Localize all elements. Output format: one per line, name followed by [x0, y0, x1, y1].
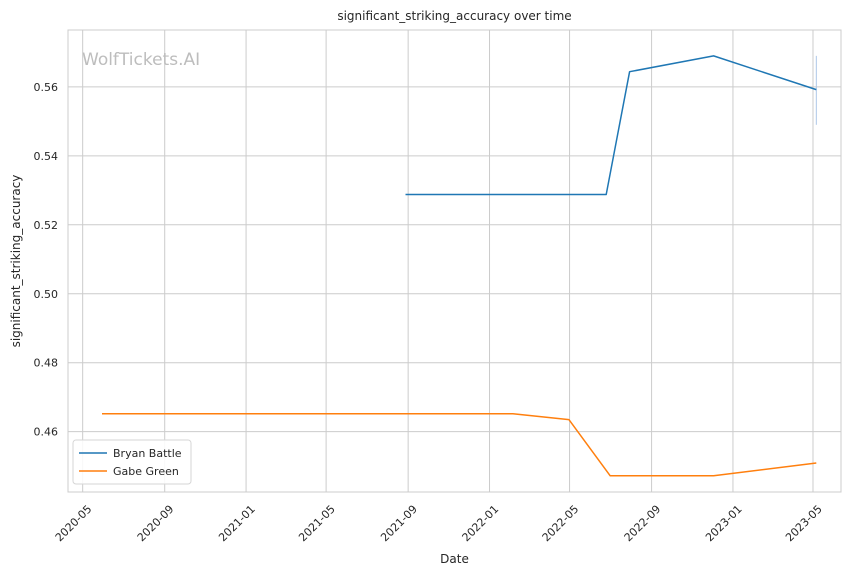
- legend-label-gabe-green: Gabe Green: [113, 465, 179, 478]
- y-tick-label: 0.48: [34, 357, 59, 370]
- legend: Bryan Battle Gabe Green: [72, 439, 192, 485]
- plot-frame: [67, 29, 842, 493]
- x-tick-label: 2022-01: [460, 503, 502, 545]
- x-tick-label: 2023-05: [783, 503, 825, 545]
- y-tick-label: 0.52: [34, 219, 59, 232]
- x-tick-label: 2021-01: [216, 503, 258, 545]
- grid-lines: [68, 30, 841, 492]
- y-tick-label: 0.50: [34, 288, 59, 301]
- x-tick-label: 2020-09: [135, 503, 177, 545]
- y-tick-labels: 0.46 0.48 0.50 0.52 0.54 0.56: [34, 81, 59, 439]
- y-axis-title: significant_striking_accuracy: [9, 175, 23, 348]
- y-tick-label: 0.54: [34, 150, 59, 163]
- y-tick-label: 0.56: [34, 81, 59, 94]
- x-tick-label: 2020-05: [53, 503, 95, 545]
- series-line-bryan-battle: [405, 55, 817, 196]
- x-tick-label: 2022-05: [540, 503, 582, 545]
- series-line-gabe-green: [102, 412, 817, 477]
- watermark: WolfTickets.AI: [82, 50, 200, 70]
- series-lines: [102, 55, 817, 477]
- x-tick-label: 2022-09: [622, 503, 664, 545]
- x-tick-label: 2021-05: [296, 503, 338, 545]
- y-tick-label: 0.46: [34, 426, 59, 439]
- x-tick-labels: 2020-05 2020-09 2021-01 2021-05 2021-09 2022-…: [53, 503, 825, 545]
- legend-box: [72, 439, 192, 485]
- chart-title: significant_striking_accuracy over time: [337, 9, 571, 23]
- x-tick-label: 2021-09: [378, 503, 420, 545]
- legend-label-bryan-battle: Bryan Battle: [113, 447, 182, 460]
- plot-area: [68, 30, 841, 492]
- x-tick-label: 2023-01: [703, 503, 745, 545]
- x-axis-title: Date: [440, 552, 469, 566]
